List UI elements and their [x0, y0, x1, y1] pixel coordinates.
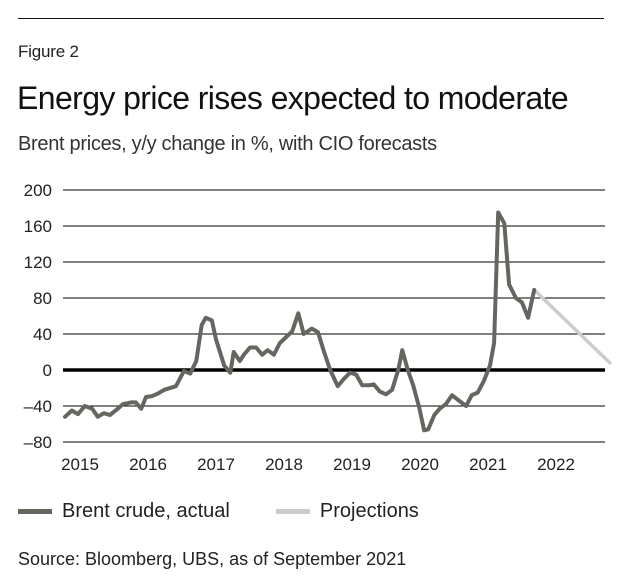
y-tick-label: 120	[24, 253, 52, 272]
y-tick-label: 40	[33, 325, 52, 344]
legend-swatch-actual	[18, 508, 52, 514]
legend-item-projections: Projections	[275, 499, 419, 523]
y-tick-label: 160	[24, 217, 52, 236]
x-tick-label: 2020	[401, 455, 439, 474]
figure-label: Figure 2	[18, 42, 79, 61]
series-line-projections	[532, 288, 612, 365]
y-tick-label: –80	[24, 433, 52, 452]
y-tick-label: 200	[24, 181, 52, 200]
legend-swatch-projections	[275, 508, 310, 514]
legend: Brent crude, actual Projections	[18, 499, 465, 523]
legend-label-projections: Projections	[319, 499, 419, 522]
x-tick-label: 2018	[265, 455, 303, 474]
y-tick-label: –40	[24, 397, 52, 416]
y-tick-label: 0	[43, 361, 52, 380]
x-tick-label: 2021	[469, 455, 507, 474]
series-group	[63, 210, 612, 433]
legend-label-actual: Brent crude, actual	[62, 499, 230, 522]
x-tick-label: 2019	[333, 455, 371, 474]
top-rule	[18, 18, 604, 19]
source-note: Source: Bloomberg, UBS, as of September …	[18, 549, 407, 569]
series-line-actual	[63, 210, 537, 433]
y-tick-label: 80	[33, 289, 52, 308]
legend-item-actual: Brent crude, actual	[18, 500, 230, 523]
x-tick-label: 2016	[129, 455, 167, 474]
chart-subtitle: Brent prices, y/y change in %, with CIO …	[18, 133, 437, 155]
y-axis-tick-labels: 200 160 120 80 40 0 –40 –80	[24, 181, 52, 452]
x-tick-label: 2022	[537, 455, 575, 474]
x-axis-tick-labels: 2015 2016 2017 2018 2019 2020 2021 2022	[61, 455, 575, 474]
chart-title: Energy price rises expected to moderate	[17, 80, 569, 116]
gridlines	[63, 189, 605, 443]
x-tick-label: 2015	[61, 455, 99, 474]
x-tick-label: 2017	[197, 455, 235, 474]
